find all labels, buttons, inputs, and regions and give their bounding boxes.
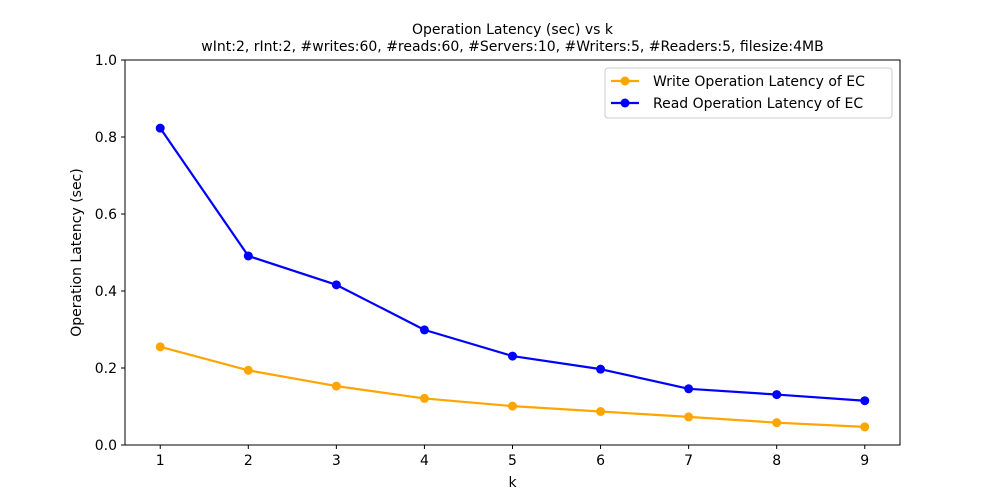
series-2-point: [508, 351, 517, 361]
x-tick-label: 6: [596, 453, 605, 469]
legend-swatch-marker: [620, 98, 630, 108]
y-tick-label: 0.0: [95, 438, 117, 454]
series-2-point: [772, 390, 782, 400]
x-axis-label: k: [508, 475, 517, 491]
legend-box: [604, 67, 893, 119]
y-tick-label: 0.2: [95, 361, 117, 377]
y-tick-label: 0.6: [95, 207, 117, 223]
series-1-point: [772, 418, 782, 428]
series-1-point: [331, 381, 341, 391]
series-2-point: [596, 364, 606, 374]
y-tick-label: 0.4: [95, 284, 117, 300]
series-1-point: [684, 412, 694, 422]
series-1-point: [155, 342, 165, 352]
series-1-point: [243, 365, 253, 375]
x-tick-label: 5: [508, 453, 517, 469]
plot-area: 1 2 3 4 5 6 7 8 9 0.0 0.2 0.4 0.6 0.8 1.0: [95, 53, 870, 469]
legend-swatch-marker: [620, 76, 630, 86]
y-tick-label: 0.8: [95, 130, 117, 146]
series-2-point: [684, 384, 694, 394]
x-tick-label: 8: [772, 453, 781, 469]
legend-entry-label: Read Operation Latency of EC: [653, 96, 863, 112]
series-2-point: [243, 251, 253, 261]
chart-title: Operation Latency (sec) vs k: [412, 22, 614, 38]
y-tick-label: 1.0: [95, 53, 117, 69]
legend-entry-label: Write Operation Latency of EC: [653, 74, 865, 90]
legend: Write Operation Latency of EC Read Operat…: [604, 67, 893, 119]
axes-frame: [124, 59, 901, 446]
x-tick-label: 3: [332, 453, 341, 469]
series-2-point: [331, 280, 341, 290]
series-1-point: [419, 393, 429, 403]
x-tick-label: 4: [420, 453, 429, 469]
x-tick-label: 9: [860, 453, 869, 469]
series-1-point: [860, 422, 870, 432]
series-1-point: [508, 401, 517, 411]
chart-subtitle: wInt:2, rInt:2, #writes:60, #reads:60, #…: [201, 39, 823, 55]
series-2-point: [860, 396, 870, 406]
series-2-point: [155, 123, 165, 133]
series-2-point: [419, 325, 429, 335]
series-1-point: [596, 407, 606, 417]
x-tick-label: 1: [156, 453, 165, 469]
x-tick-label: 7: [684, 453, 693, 469]
x-tick-label: 2: [244, 453, 253, 469]
y-axis-label: Operation Latency (sec): [69, 168, 85, 336]
